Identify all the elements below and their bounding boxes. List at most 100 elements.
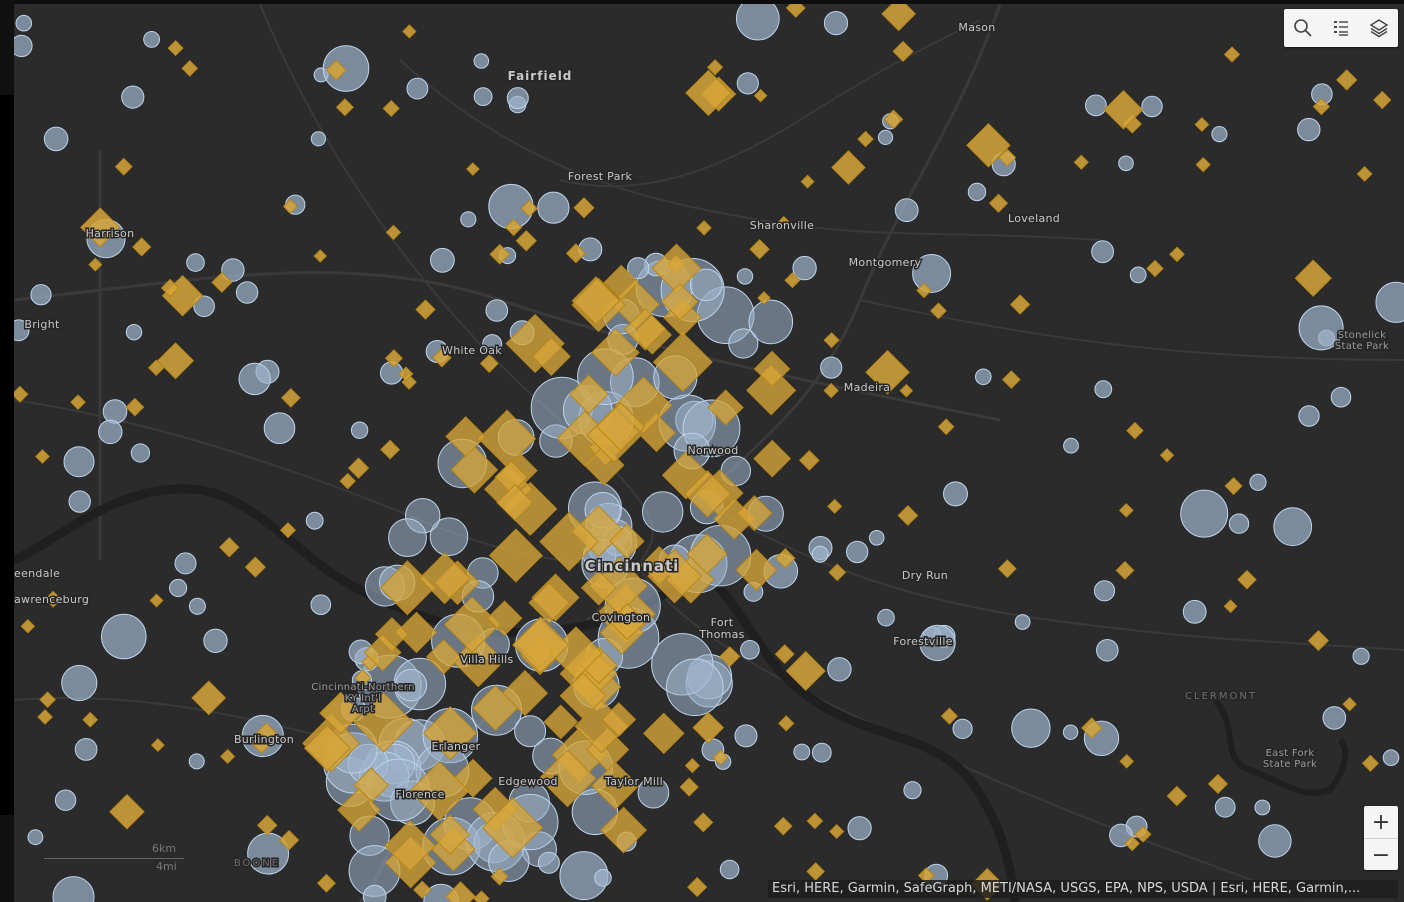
circle-symbol[interactable]	[1063, 437, 1079, 454]
circle-symbol[interactable]	[74, 738, 98, 761]
diamond-symbol[interactable]	[1134, 825, 1152, 843]
circle-symbol[interactable]	[1109, 823, 1133, 848]
diamond-symbol[interactable]	[601, 702, 637, 737]
diamond-symbol[interactable]	[692, 711, 725, 744]
diamond-symbol[interactable]	[445, 881, 476, 902]
diamond-symbol[interactable]	[652, 332, 713, 393]
circle-symbol[interactable]	[637, 776, 670, 809]
diamond-symbol[interactable]	[897, 505, 919, 526]
circle-symbol[interactable]	[943, 481, 968, 507]
diamond-symbol[interactable]	[753, 350, 791, 388]
diamond-symbol[interactable]	[899, 383, 914, 398]
diamond-symbol[interactable]	[466, 162, 480, 176]
diamond-symbol[interactable]	[413, 880, 432, 899]
circle-symbol[interactable]	[322, 45, 370, 92]
diamond-symbol[interactable]	[1223, 46, 1241, 63]
circle-symbol[interactable]	[235, 281, 259, 304]
diamond-symbol[interactable]	[580, 569, 617, 606]
circle-symbol[interactable]	[52, 876, 95, 902]
diamond-symbol[interactable]	[776, 215, 792, 232]
diamond-symbol[interactable]	[881, 4, 917, 32]
diamond-symbol[interactable]	[256, 814, 278, 836]
diamond-symbol[interactable]	[823, 382, 839, 399]
circle-symbol[interactable]	[394, 669, 428, 702]
layers-button[interactable]	[1365, 14, 1393, 42]
diamond-symbol[interactable]	[1223, 599, 1238, 614]
diamond-symbol[interactable]	[784, 272, 801, 289]
diamond-symbol[interactable]	[425, 639, 462, 675]
circle-symbol[interactable]	[310, 131, 326, 147]
diamond-symbol[interactable]	[609, 523, 645, 559]
diamond-symbol[interactable]	[423, 706, 478, 761]
diamond-symbol[interactable]	[415, 299, 436, 320]
diamond-symbol[interactable]	[14, 385, 29, 403]
diamond-symbol[interactable]	[684, 757, 701, 774]
diamond-symbol[interactable]	[623, 307, 667, 351]
circle-symbol[interactable]	[186, 253, 205, 272]
search-button[interactable]	[1289, 14, 1317, 42]
circle-symbol[interactable]	[740, 640, 760, 660]
diamond-symbol[interactable]	[398, 366, 414, 382]
diamond-symbol[interactable]	[244, 556, 266, 578]
diamond-symbol[interactable]	[150, 738, 165, 753]
circle-symbol[interactable]	[1093, 580, 1116, 602]
circle-symbol[interactable]	[68, 490, 91, 513]
diamond-symbol[interactable]	[1169, 246, 1185, 263]
circle-symbol[interactable]	[460, 211, 477, 228]
circle-symbol[interactable]	[627, 257, 650, 280]
diamond-symbol[interactable]	[37, 709, 53, 725]
diamond-symbol[interactable]	[1146, 259, 1164, 278]
diamond-symbol[interactable]	[1237, 569, 1257, 590]
diamond-symbol[interactable]	[380, 439, 401, 460]
circle-symbol[interactable]	[1214, 796, 1236, 818]
diamond-symbol[interactable]	[998, 148, 1017, 167]
diamond-symbol[interactable]	[774, 644, 795, 665]
diamond-symbol[interactable]	[279, 522, 297, 539]
diamond-symbol[interactable]	[489, 243, 511, 265]
diamond-symbol[interactable]	[806, 862, 825, 881]
circle-symbol[interactable]	[1062, 724, 1079, 740]
circle-symbol[interactable]	[1085, 94, 1107, 117]
diamond-symbol[interactable]	[565, 243, 586, 264]
diamond-symbol[interactable]	[757, 291, 771, 305]
diamond-symbol[interactable]	[753, 439, 792, 478]
circle-symbol[interactable]	[482, 334, 503, 355]
circle-symbol[interactable]	[1382, 749, 1400, 767]
diamond-symbol[interactable]	[80, 207, 121, 248]
circle-symbol[interactable]	[1298, 305, 1344, 351]
circle-symbol[interactable]	[388, 518, 427, 557]
circle-symbol[interactable]	[193, 295, 215, 318]
diamond-symbol[interactable]	[857, 130, 874, 148]
diamond-symbol[interactable]	[477, 409, 537, 468]
diamond-symbol[interactable]	[149, 593, 164, 608]
circle-symbol[interactable]	[1254, 799, 1271, 816]
circle-symbol[interactable]	[820, 356, 843, 379]
diamond-symbol[interactable]	[220, 748, 236, 764]
zoom-in-button[interactable]: +	[1371, 809, 1391, 835]
diamond-symbol[interactable]	[685, 69, 732, 117]
circle-symbol[interactable]	[430, 247, 455, 273]
circle-symbol[interactable]	[894, 198, 919, 223]
diamond-symbol[interactable]	[686, 533, 728, 575]
circle-symbol[interactable]	[188, 597, 206, 615]
circle-symbol[interactable]	[1375, 281, 1404, 323]
diamond-symbol[interactable]	[1195, 156, 1211, 173]
diamond-symbol[interactable]	[354, 669, 372, 687]
circle-symbol[interactable]	[429, 517, 469, 557]
diamond-symbol[interactable]	[719, 646, 741, 667]
circle-symbol[interactable]	[666, 658, 724, 717]
diamond-symbol[interactable]	[1166, 785, 1188, 807]
diamond-symbol[interactable]	[219, 537, 240, 558]
diamond-symbol[interactable]	[693, 812, 714, 833]
diamond-symbol[interactable]	[488, 528, 543, 583]
diamond-symbol[interactable]	[512, 616, 570, 674]
circle-symbol[interactable]	[823, 11, 849, 36]
circle-symbol[interactable]	[811, 742, 832, 763]
circle-symbol[interactable]	[1014, 614, 1031, 630]
diamond-symbol[interactable]	[191, 680, 227, 716]
circle-symbol[interactable]	[734, 724, 758, 748]
diamond-symbol[interactable]	[347, 457, 370, 479]
diamond-symbol[interactable]	[543, 704, 579, 740]
diamond-symbol[interactable]	[160, 278, 180, 298]
circle-symbol[interactable]	[473, 53, 490, 69]
